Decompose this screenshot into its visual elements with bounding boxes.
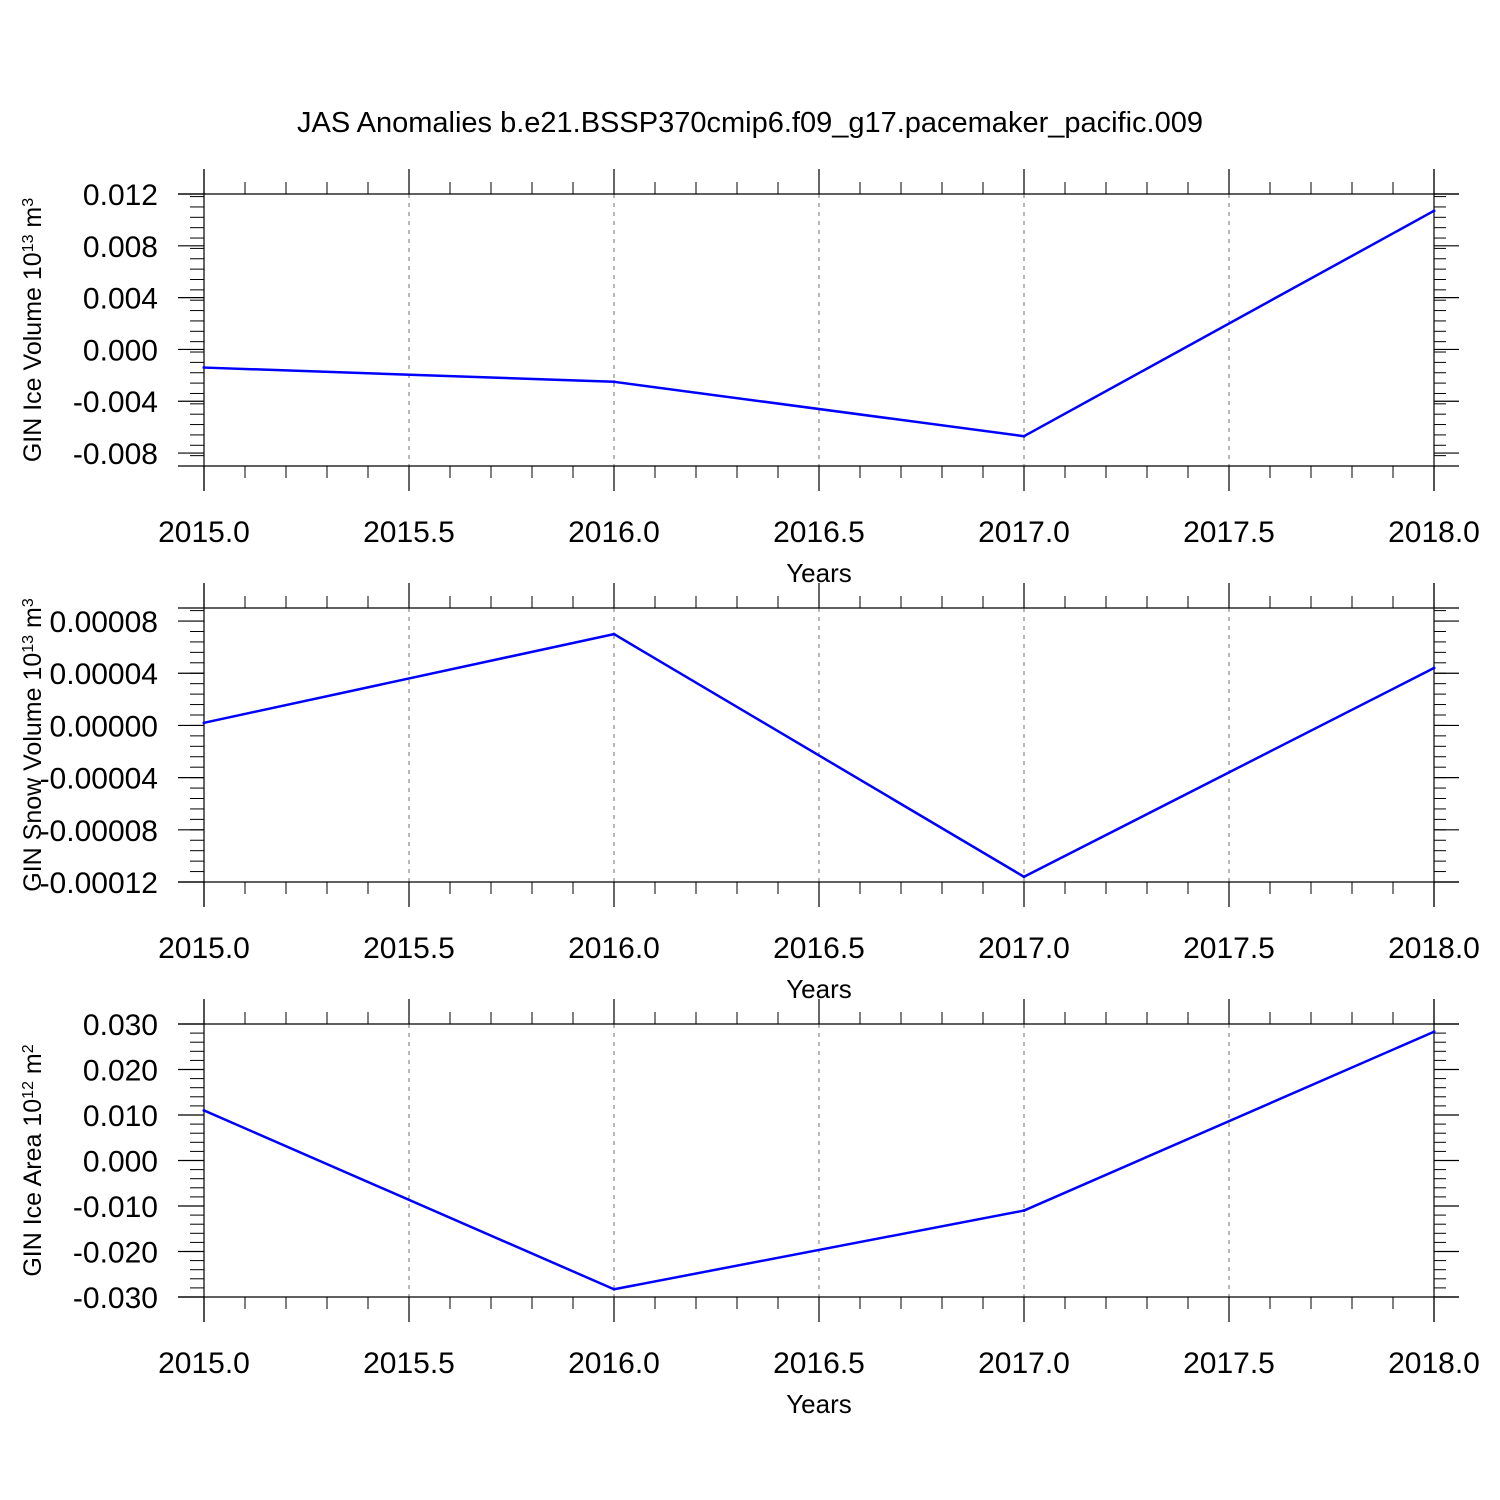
y-tick-label: 0.020	[83, 1055, 158, 1088]
y-axis-label-superscript: 13	[20, 635, 37, 653]
y-tick-label: 0.012	[83, 179, 158, 212]
y-tick-label: 0.00000	[50, 710, 158, 743]
x-tick-label: 2015.0	[158, 1347, 250, 1380]
x-tick-label: 2018.0	[1388, 1347, 1480, 1380]
y-tick-label: -0.008	[73, 438, 158, 471]
y-tick-label: -0.00012	[40, 867, 158, 900]
data-point	[1022, 434, 1026, 438]
x-tick-label: 2017.5	[1183, 1347, 1275, 1380]
y-axis-label: GIN Snow Volume 1013 m3	[19, 598, 47, 892]
x-tick-label: 2017.5	[1183, 932, 1275, 965]
x-tick-label: 2015.5	[363, 516, 455, 549]
x-tick-label: 2016.5	[773, 932, 865, 965]
y-tick-label: 0.010	[83, 1100, 158, 1133]
x-tick-label: 2016.0	[568, 1347, 660, 1380]
x-tick-label: 2015.5	[363, 932, 455, 965]
data-point	[1432, 666, 1436, 670]
data-point	[612, 1287, 616, 1291]
x-tick-label: 2017.5	[1183, 516, 1275, 549]
series-line	[203, 1030, 1435, 1291]
data-point	[202, 366, 206, 370]
y-axis-label-part: m	[19, 607, 47, 635]
y-tick-label: 0.00004	[50, 658, 158, 691]
chart-panel-2: -0.00012 -0.00008 -0.00004 0.00000 0.00004 0.…	[19, 583, 1480, 1004]
y-tick-label: -0.020	[73, 1237, 158, 1270]
y-tick-label: 0.000	[83, 334, 158, 367]
x-tick-label: 2016.5	[773, 1347, 865, 1380]
y-axis-label-superscript: 3	[20, 198, 37, 207]
y-axis-label: GIN Ice Area 1012 m2	[19, 1044, 47, 1276]
y-tick-label: 0.000	[83, 1146, 158, 1179]
y-axis-label-superscript: 3	[20, 598, 37, 607]
y-axis-label-superscript: 13	[20, 234, 37, 252]
y-axis-label-superscript: 12	[20, 1081, 37, 1099]
x-tick-label: 2018.0	[1388, 516, 1480, 549]
y-axis-label-part: GIN Ice Area 10	[19, 1099, 47, 1277]
y-tick-label: 0.008	[83, 231, 158, 264]
x-tick-label: 2018.0	[1388, 932, 1480, 965]
data-point	[1432, 209, 1436, 213]
y-axis-label-part: GIN Snow Volume 10	[19, 653, 47, 892]
data-point	[1432, 1030, 1436, 1034]
x-tick-label: 2015.5	[363, 1347, 455, 1380]
x-tick-label: 2017.0	[978, 932, 1070, 965]
data-point	[202, 721, 206, 725]
series-line	[203, 632, 1435, 879]
data-point	[612, 380, 616, 384]
data-point	[202, 1108, 206, 1112]
x-tick-label: 2017.0	[978, 1347, 1070, 1380]
y-tick-label: 0.030	[83, 1009, 158, 1042]
chart-panel-1: -0.008 -0.004 0.000 0.004 0.008 0.012 2015.0 20…	[19, 169, 1480, 588]
x-tick-label: 2016.0	[568, 932, 660, 965]
x-axis-label: Years	[786, 1389, 852, 1419]
y-tick-label: 0.00008	[50, 606, 158, 639]
y-axis-label-part: m	[19, 1053, 47, 1081]
y-tick-label: -0.010	[73, 1191, 158, 1224]
series-line	[203, 209, 1435, 438]
y-axis-label-part: m	[19, 207, 47, 235]
y-axis-label-superscript: 2	[20, 1044, 37, 1053]
y-tick-label: -0.00004	[40, 763, 158, 796]
x-tick-label: 2017.0	[978, 516, 1070, 549]
data-point	[1022, 875, 1026, 879]
chart-panel-3: -0.030 -0.020 -0.010 0.000 0.010 0.020 0.030 20…	[19, 999, 1480, 1419]
y-tick-label: -0.004	[73, 386, 158, 419]
x-tick-label: 2016.5	[773, 516, 865, 549]
x-tick-label: 2016.0	[568, 516, 660, 549]
y-tick-label: -0.030	[73, 1282, 158, 1315]
x-tick-label: 2015.0	[158, 516, 250, 549]
x-tick-label: 2015.0	[158, 932, 250, 965]
y-axis-label: GIN Ice Volume 1013 m3	[19, 198, 47, 462]
data-point	[1022, 1209, 1026, 1213]
y-tick-label: 0.004	[83, 283, 158, 316]
data-point	[612, 632, 616, 636]
figure-title: JAS Anomalies b.e21.BSSP370cmip6.f09_g17…	[297, 107, 1203, 139]
y-tick-label: -0.00008	[40, 815, 158, 848]
y-axis-label-part: GIN Ice Volume 10	[19, 252, 47, 462]
